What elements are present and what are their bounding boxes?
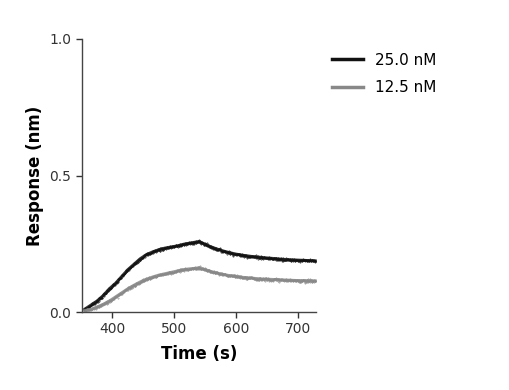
X-axis label: Time (s): Time (s) xyxy=(160,345,237,363)
Y-axis label: Response (nm): Response (nm) xyxy=(25,105,44,246)
Legend: 25.0 nM, 12.5 nM: 25.0 nM, 12.5 nM xyxy=(326,47,442,101)
